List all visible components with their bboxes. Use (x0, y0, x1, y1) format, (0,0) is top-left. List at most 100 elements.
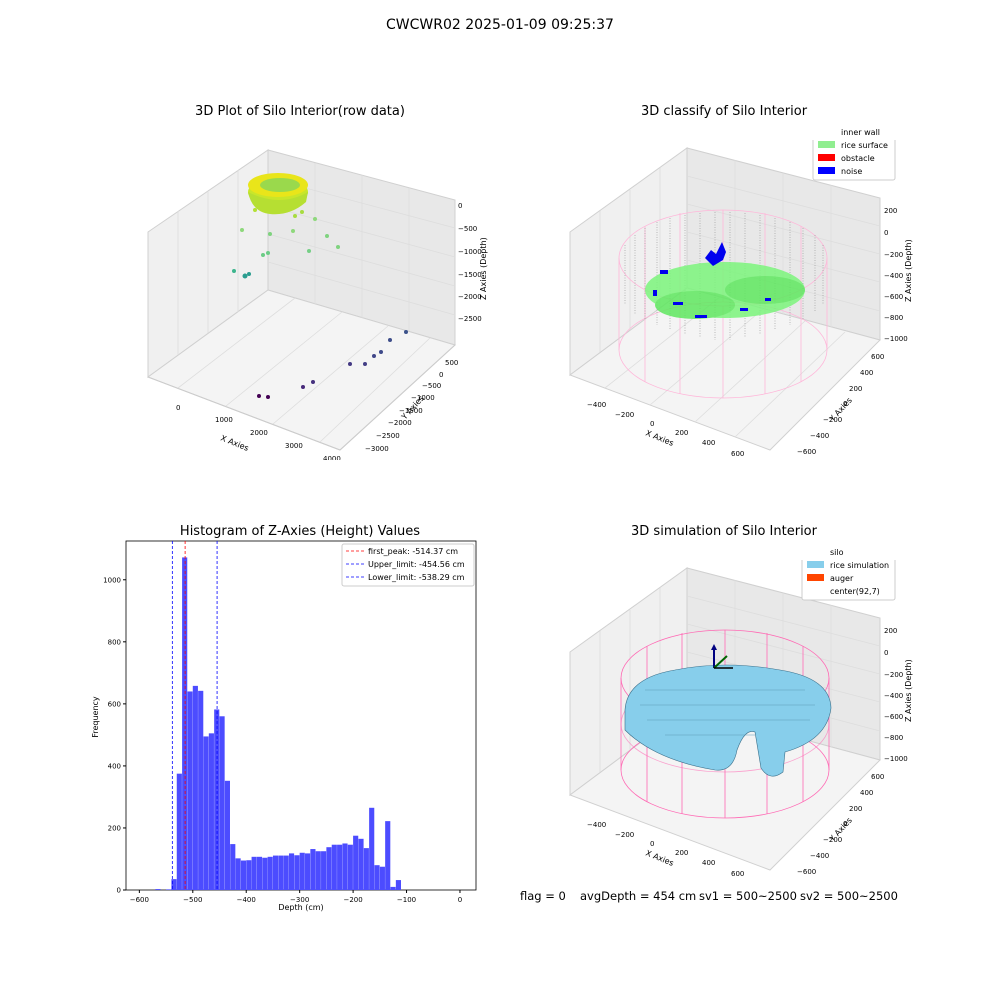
histogram-bar (171, 879, 177, 890)
svg-text:−800: −800 (884, 314, 903, 322)
legend-auger: auger (830, 574, 854, 583)
svg-text:200: 200 (675, 429, 688, 437)
sv1-text: sv1 = 500~2500 (699, 889, 797, 903)
svg-text:−200: −200 (615, 831, 634, 839)
svg-text:0: 0 (843, 820, 847, 828)
histogram-reference-lines (171, 541, 218, 890)
raw-surface-cluster (248, 173, 308, 218)
raw-3d-plot: 0 −500 −1000 −1500 −2000 −2500 0 1000 20… (146, 149, 488, 460)
svg-text:−400: −400 (810, 852, 829, 860)
svg-text:400: 400 (860, 369, 873, 377)
y-tick-label: 800 (108, 638, 121, 646)
histogram-y-axis-label: Frequency (91, 696, 100, 738)
histogram-bar (240, 860, 247, 890)
svg-text:0: 0 (176, 404, 180, 412)
raw-3d-gridlines (177, 163, 456, 443)
x-tick-label: 0 (458, 896, 462, 904)
svg-text:−400: −400 (587, 401, 606, 409)
svg-text:0: 0 (884, 229, 888, 237)
svg-text:−500: −500 (458, 225, 477, 233)
svg-text:−3000: −3000 (365, 445, 389, 453)
classify-plot-title: 3D classify of Silo Interior (640, 104, 808, 119)
svg-text:−200: −200 (884, 671, 903, 679)
svg-text:600: 600 (871, 353, 884, 361)
classify-rice-surface (645, 262, 805, 319)
histogram-bar (331, 844, 337, 890)
legend-obstacle: obstacle (841, 154, 875, 163)
svg-text:−1500: −1500 (458, 271, 482, 279)
histogram-bar (305, 853, 311, 890)
histogram-bar (395, 880, 401, 890)
y-tick-label: 400 (108, 762, 121, 770)
raw-x-tick-labels: 0 1000 2000 3000 4000 (176, 404, 341, 460)
histogram-bar (224, 780, 230, 890)
svg-text:500: 500 (445, 359, 458, 367)
simulation-rice-surface (624, 664, 832, 777)
classify-z-axis-label: Z Axies (Depth) (904, 239, 913, 302)
legend-upper-limit: Upper_limit: -454.56 cm (368, 560, 465, 569)
x-tick-label: −300 (290, 896, 309, 904)
simulation-x-tick-labels: −400 −200 0 200 400 600 (587, 821, 744, 878)
simulation-center-axes (711, 644, 733, 669)
svg-text:0: 0 (650, 420, 654, 428)
histogram-bar (251, 856, 257, 890)
raw-z-tick-labels: 0 −500 −1000 −1500 −2000 −2500 (458, 202, 482, 323)
histogram-bar (374, 865, 380, 890)
svg-text:600: 600 (731, 450, 744, 458)
histogram-bar (299, 852, 305, 890)
histogram-bar (363, 848, 369, 890)
x-tick-label: −500 (183, 896, 202, 904)
histogram-bar (326, 847, 332, 890)
y-tick-label: 200 (108, 824, 121, 832)
figure-title: CWCWR02 2025-01-09 09:25:37 (386, 17, 614, 33)
histogram-bar (182, 557, 188, 890)
histogram-bar (294, 855, 300, 890)
histogram-bar (379, 866, 385, 890)
histogram-bar (337, 844, 343, 890)
histogram-bar (267, 856, 273, 890)
histogram-bar (262, 857, 268, 890)
legend-first-peak: first_peak: -514.37 cm (368, 547, 458, 556)
svg-text:0: 0 (650, 840, 654, 848)
histogram-bar (187, 691, 193, 890)
histogram-bar (166, 889, 172, 890)
legend-rice-simulation: rice simulation (830, 561, 890, 570)
histogram-bar (321, 851, 327, 890)
svg-text:400: 400 (702, 859, 715, 867)
svg-text:−2500: −2500 (376, 432, 400, 440)
histogram-legend: first_peak: -514.37 cm Upper_limit: -454… (341, 543, 475, 587)
svg-text:1000: 1000 (215, 416, 233, 424)
histogram-bar (358, 838, 364, 890)
y-tick-label: 1000 (103, 576, 121, 584)
svg-text:600: 600 (731, 870, 744, 878)
histogram-bar (288, 853, 295, 890)
classify-y-tick-labels: 600 400 200 0 −200 −400 −600 (797, 353, 884, 456)
classify-x-axis-label: X Axies (644, 429, 675, 448)
svg-text:0: 0 (458, 202, 462, 210)
histogram-bar (235, 858, 241, 890)
svg-text:200: 200 (675, 849, 688, 857)
histogram-bar (278, 855, 284, 890)
svg-text:−1000: −1000 (458, 248, 482, 256)
histogram-bar (192, 685, 198, 890)
svg-text:400: 400 (702, 439, 715, 447)
svg-text:0: 0 (843, 400, 847, 408)
histogram-chart: −600 −500 −400 −300 −200 −100 0 0 200 400 600 800 1… (91, 540, 477, 912)
histogram-bar (385, 821, 391, 890)
svg-text:−200: −200 (823, 836, 842, 844)
histogram-bar (347, 844, 353, 890)
histogram-bar (208, 733, 214, 890)
svg-text:−2000: −2000 (458, 293, 482, 301)
histogram-bar (198, 690, 204, 890)
simulation-y-tick-labels: 600 400 200 0 −200 −400 −600 (797, 773, 884, 876)
svg-text:600: 600 (871, 773, 884, 781)
avg-depth-text: avgDepth = 454 cm (580, 889, 697, 903)
svg-text:−1000: −1000 (884, 755, 908, 763)
svg-text:200: 200 (884, 207, 897, 215)
histogram-bar (353, 835, 359, 890)
histogram-bar (203, 736, 209, 890)
legend-center: center(92,7) (830, 587, 880, 596)
histogram-bar (272, 855, 279, 890)
svg-text:−600: −600 (797, 448, 816, 456)
histogram-bar (246, 860, 252, 890)
